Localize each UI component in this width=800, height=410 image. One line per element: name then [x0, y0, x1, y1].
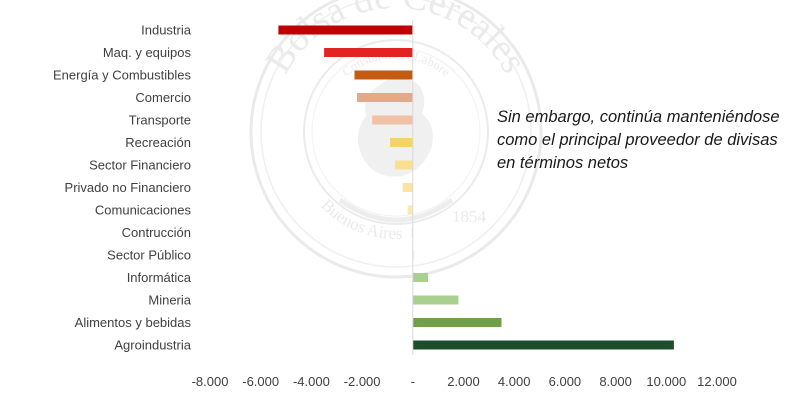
category-label: Agroindustria — [114, 338, 191, 353]
category-label: Informática — [127, 270, 192, 285]
x-tick-label: 8.000 — [599, 374, 632, 389]
bar — [412, 318, 502, 327]
x-tick-label: -4.000 — [293, 374, 330, 389]
bar — [395, 160, 413, 170]
watermark-year: 1854 — [452, 207, 487, 226]
x-tick-label: -2.000 — [344, 374, 381, 389]
x-tick-label: 4.000 — [498, 374, 531, 389]
bar — [411, 228, 413, 237]
bar — [278, 25, 413, 35]
x-tick-label: 2.000 — [447, 374, 480, 389]
category-labels: Industria Maq. y equipos Energía y Combust… — [53, 23, 192, 353]
x-tick-label: 12.000 — [697, 374, 737, 389]
bar — [412, 250, 415, 260]
category-label: Sector Público — [107, 248, 191, 263]
category-label: Comunicaciones — [95, 203, 192, 218]
category-label: Contrucción — [122, 225, 191, 240]
category-label: Recreación — [125, 135, 191, 150]
bar — [402, 183, 413, 192]
bar — [372, 115, 413, 125]
category-label: Mineria — [148, 293, 191, 308]
bar — [412, 295, 459, 305]
category-label: Transporte — [129, 113, 191, 128]
category-label: Alimentos y bebidas — [75, 315, 192, 330]
category-label: Energía y Combustibles — [53, 68, 192, 83]
category-label: Industria — [141, 23, 192, 38]
category-label: Privado no Financiero — [65, 180, 191, 195]
category-label: Maq. y equipos — [103, 45, 192, 60]
bars-group — [278, 20, 674, 355]
bar — [354, 70, 413, 80]
x-tick-label: -6.000 — [242, 374, 279, 389]
category-label: Sector Financiero — [89, 158, 191, 173]
bar — [324, 48, 413, 57]
bar — [390, 138, 413, 147]
bar — [407, 205, 413, 215]
x-tick-label: 6.000 — [549, 374, 582, 389]
x-tick-label: -8.000 — [192, 374, 229, 389]
x-tick-label: - — [411, 374, 415, 389]
bar — [412, 340, 674, 350]
bar — [412, 273, 428, 282]
x-axis-ticks: -8.000 -6.000 -4.000 -2.000-2.000 4.000 6.000… — [192, 374, 737, 389]
annotation-text: Sin embargo, continúa manteniéndose como… — [497, 108, 780, 172]
x-tick-label: 10.000 — [646, 374, 686, 389]
bar — [357, 93, 413, 102]
category-label: Comercio — [135, 90, 191, 105]
